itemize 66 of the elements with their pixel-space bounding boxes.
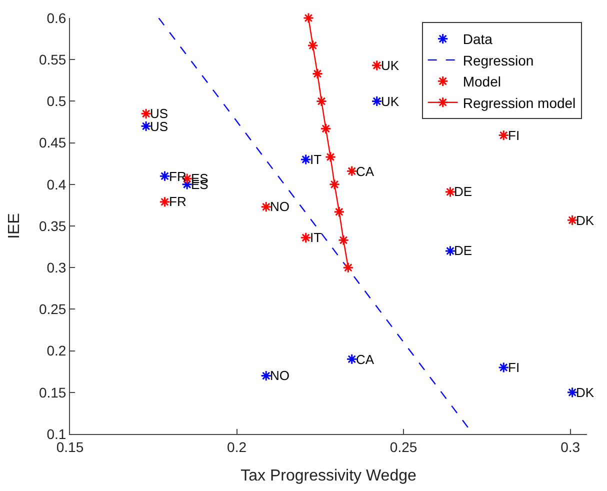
point (342, 262, 354, 274)
annotation: FI (508, 360, 520, 375)
legend-label: Regression (462, 52, 534, 68)
y-tick-label: 0.55 (38, 52, 66, 68)
point (371, 96, 382, 107)
point (316, 96, 328, 107)
y-tick-label: 0.3 (46, 260, 66, 276)
point (338, 234, 350, 246)
point (566, 214, 578, 226)
point (346, 354, 358, 365)
point (307, 40, 318, 52)
y-tick-label: 0.45 (38, 134, 66, 151)
annotation: DE (454, 184, 472, 199)
point (498, 130, 510, 141)
annotation: NO (270, 199, 290, 214)
annotation: NO (270, 368, 290, 383)
annotation: FI (508, 128, 520, 143)
point (302, 12, 314, 24)
legend-label: Regression model (462, 94, 576, 111)
point (566, 386, 578, 398)
y-tick-label: 0.15 (38, 384, 66, 400)
y-tick-label: 0.25 (38, 301, 66, 318)
point (371, 60, 382, 71)
annotation: DE (454, 243, 472, 258)
point (300, 232, 312, 244)
point (324, 151, 336, 162)
y-tick-label: 0.4 (46, 176, 66, 192)
point (320, 123, 332, 134)
annotation: IT (310, 230, 322, 245)
annotation: CA (356, 164, 374, 179)
point (260, 370, 272, 382)
annotation: UK (381, 58, 400, 73)
annotation: US (150, 119, 168, 134)
y-tick-label: 0.35 (38, 218, 66, 234)
annotation: IT (310, 152, 322, 167)
y-tick-label: 0.5 (46, 93, 66, 110)
x-tick-label: 0.25 (390, 438, 418, 455)
x-tick-label: 0.3 (560, 438, 580, 455)
point (300, 154, 312, 165)
annotation: FR (169, 194, 186, 209)
legend-label: Model (462, 74, 501, 90)
point (498, 362, 510, 373)
point (159, 170, 170, 182)
point (159, 196, 170, 208)
legend-label: Data (462, 31, 493, 48)
y-tick-label: 0.6 (46, 10, 66, 26)
point (328, 178, 340, 190)
y-axis-title: IEE (6, 213, 23, 239)
x-axis-title: Tax Progressivity Wedge (240, 468, 416, 484)
annotation: DK (576, 213, 594, 228)
point (444, 245, 456, 257)
y-tick-label: 0.2 (46, 342, 66, 359)
annotation: UK (381, 94, 400, 109)
annotation: DK (576, 385, 594, 400)
point (260, 201, 272, 212)
x-tick-label: 0.2 (227, 438, 247, 455)
point (334, 206, 345, 218)
annotation: CA (356, 352, 374, 367)
point (140, 108, 152, 120)
y-tick-label: 0.1 (46, 426, 66, 442)
point (312, 68, 324, 80)
point (346, 166, 358, 177)
annotation: FR (169, 169, 186, 184)
annotation: US (150, 106, 168, 121)
point (444, 186, 456, 198)
point (140, 120, 152, 132)
